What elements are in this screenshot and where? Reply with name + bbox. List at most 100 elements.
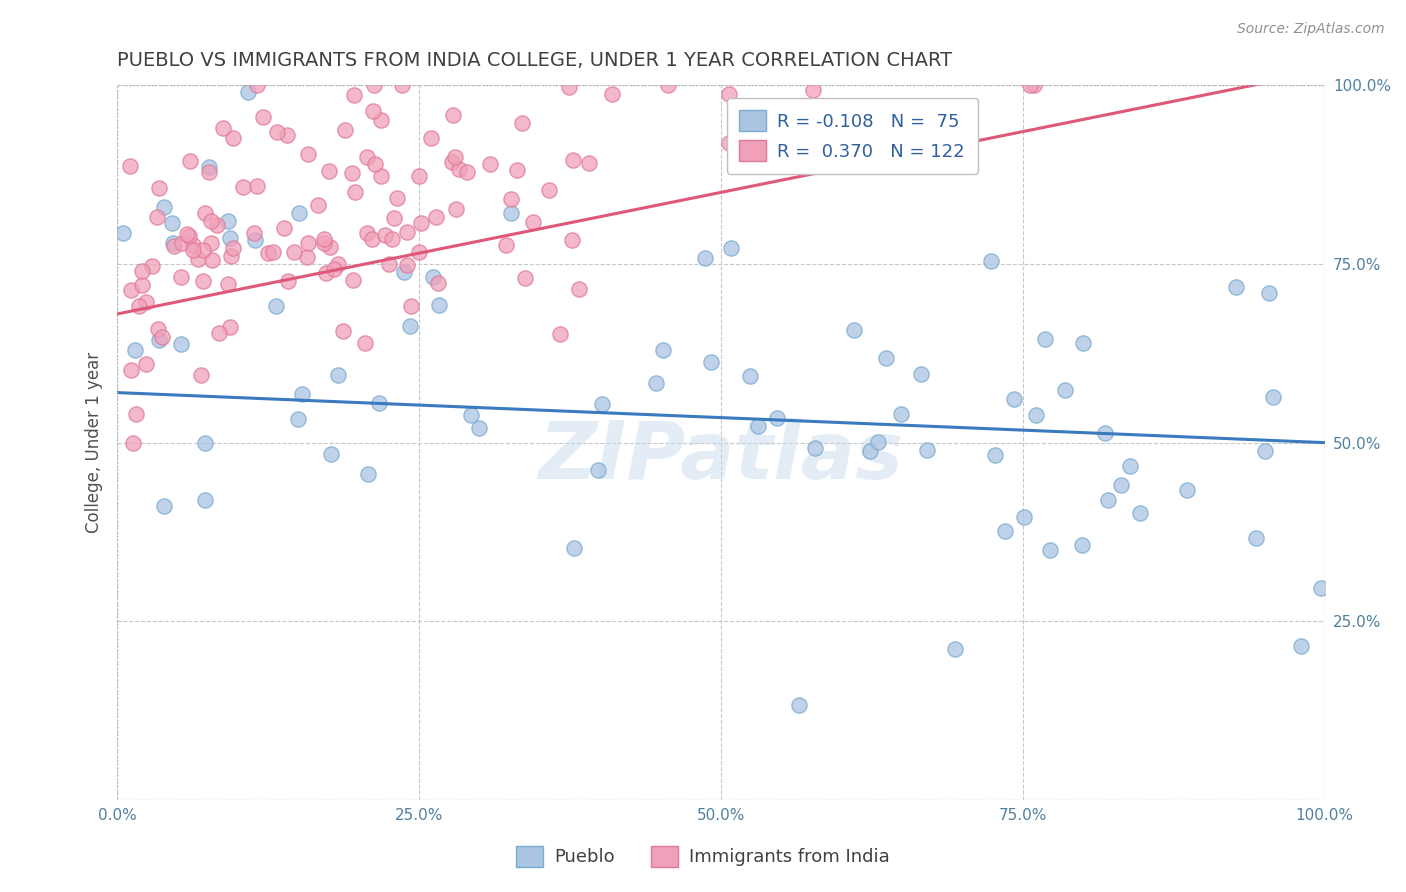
Point — [181, 237, 204, 252]
Point — [162, 239, 184, 253]
Point — [1054, 384, 1077, 398]
Point — [120, 283, 142, 297]
Point — [179, 229, 201, 244]
Point — [219, 249, 242, 263]
Point — [333, 123, 356, 137]
Point — [273, 221, 295, 235]
Point — [411, 216, 433, 230]
Point — [399, 299, 422, 313]
Point — [567, 282, 589, 296]
Point — [264, 300, 287, 314]
Point — [194, 436, 217, 450]
Y-axis label: College, Under 1 year: College, Under 1 year — [86, 352, 103, 533]
Point — [399, 318, 422, 333]
Point — [211, 120, 233, 135]
Point — [342, 273, 364, 287]
Point — [191, 274, 214, 288]
Point — [277, 274, 299, 288]
Point — [875, 351, 897, 366]
Point — [392, 265, 415, 279]
Point — [257, 245, 280, 260]
Point — [1094, 425, 1116, 440]
Text: PUEBLO VS IMMIGRANTS FROM INDIA COLLEGE, UNDER 1 YEAR CORRELATION CHART: PUEBLO VS IMMIGRANTS FROM INDIA COLLEGE,… — [117, 51, 952, 70]
Point — [859, 443, 882, 458]
Point — [148, 181, 170, 195]
Point — [499, 206, 522, 220]
Point — [1119, 458, 1142, 473]
Point — [326, 257, 349, 271]
Point — [720, 241, 742, 255]
Point — [387, 191, 409, 205]
Point — [124, 343, 146, 358]
Point — [422, 269, 444, 284]
Point — [747, 418, 769, 433]
Point — [1175, 483, 1198, 498]
Point — [558, 80, 581, 95]
Point — [276, 128, 298, 143]
Point — [1025, 408, 1047, 422]
Point — [447, 161, 470, 176]
Point — [357, 467, 380, 481]
Point — [131, 277, 153, 292]
Legend: R = -0.108   N =  75, R =  0.370   N = 122: R = -0.108 N = 75, R = 0.370 N = 122 — [727, 98, 977, 174]
Point — [170, 270, 193, 285]
Point — [153, 201, 176, 215]
Point — [370, 113, 392, 128]
Point — [444, 202, 467, 216]
Point — [645, 376, 668, 391]
Point — [844, 139, 866, 153]
Point — [980, 253, 1002, 268]
Point — [266, 125, 288, 139]
Point — [246, 179, 269, 194]
Point — [287, 412, 309, 426]
Point — [356, 150, 378, 164]
Point — [323, 262, 346, 277]
Point — [135, 294, 157, 309]
Point — [205, 218, 228, 232]
Point — [831, 112, 853, 126]
Point — [1014, 509, 1036, 524]
Point — [1071, 335, 1094, 350]
Point — [561, 234, 583, 248]
Point — [312, 235, 335, 250]
Point — [198, 160, 221, 174]
Point — [657, 78, 679, 92]
Point — [1097, 492, 1119, 507]
Point — [295, 251, 318, 265]
Point — [695, 252, 717, 266]
Point — [190, 368, 212, 382]
Point — [1019, 78, 1042, 92]
Point — [243, 227, 266, 241]
Point — [207, 326, 229, 340]
Point — [374, 227, 396, 242]
Point — [801, 83, 824, 97]
Point — [150, 330, 173, 344]
Point — [370, 169, 392, 184]
Point — [1033, 332, 1056, 346]
Point — [307, 198, 329, 212]
Point — [718, 136, 741, 151]
Point — [538, 183, 561, 197]
Point — [510, 116, 533, 130]
Point — [427, 276, 450, 290]
Point — [194, 492, 217, 507]
Point — [201, 252, 224, 267]
Point — [146, 210, 169, 224]
Point — [343, 88, 366, 103]
Point — [495, 238, 517, 252]
Point — [297, 235, 319, 250]
Point — [1022, 78, 1045, 92]
Point — [131, 264, 153, 278]
Point — [200, 236, 222, 251]
Point — [364, 157, 387, 171]
Point — [219, 231, 242, 245]
Point — [652, 343, 675, 358]
Point — [787, 698, 810, 712]
Point — [943, 641, 966, 656]
Point — [718, 87, 741, 101]
Point — [866, 435, 889, 450]
Point — [356, 227, 378, 241]
Point — [408, 244, 430, 259]
Point — [187, 252, 209, 266]
Point — [993, 524, 1015, 538]
